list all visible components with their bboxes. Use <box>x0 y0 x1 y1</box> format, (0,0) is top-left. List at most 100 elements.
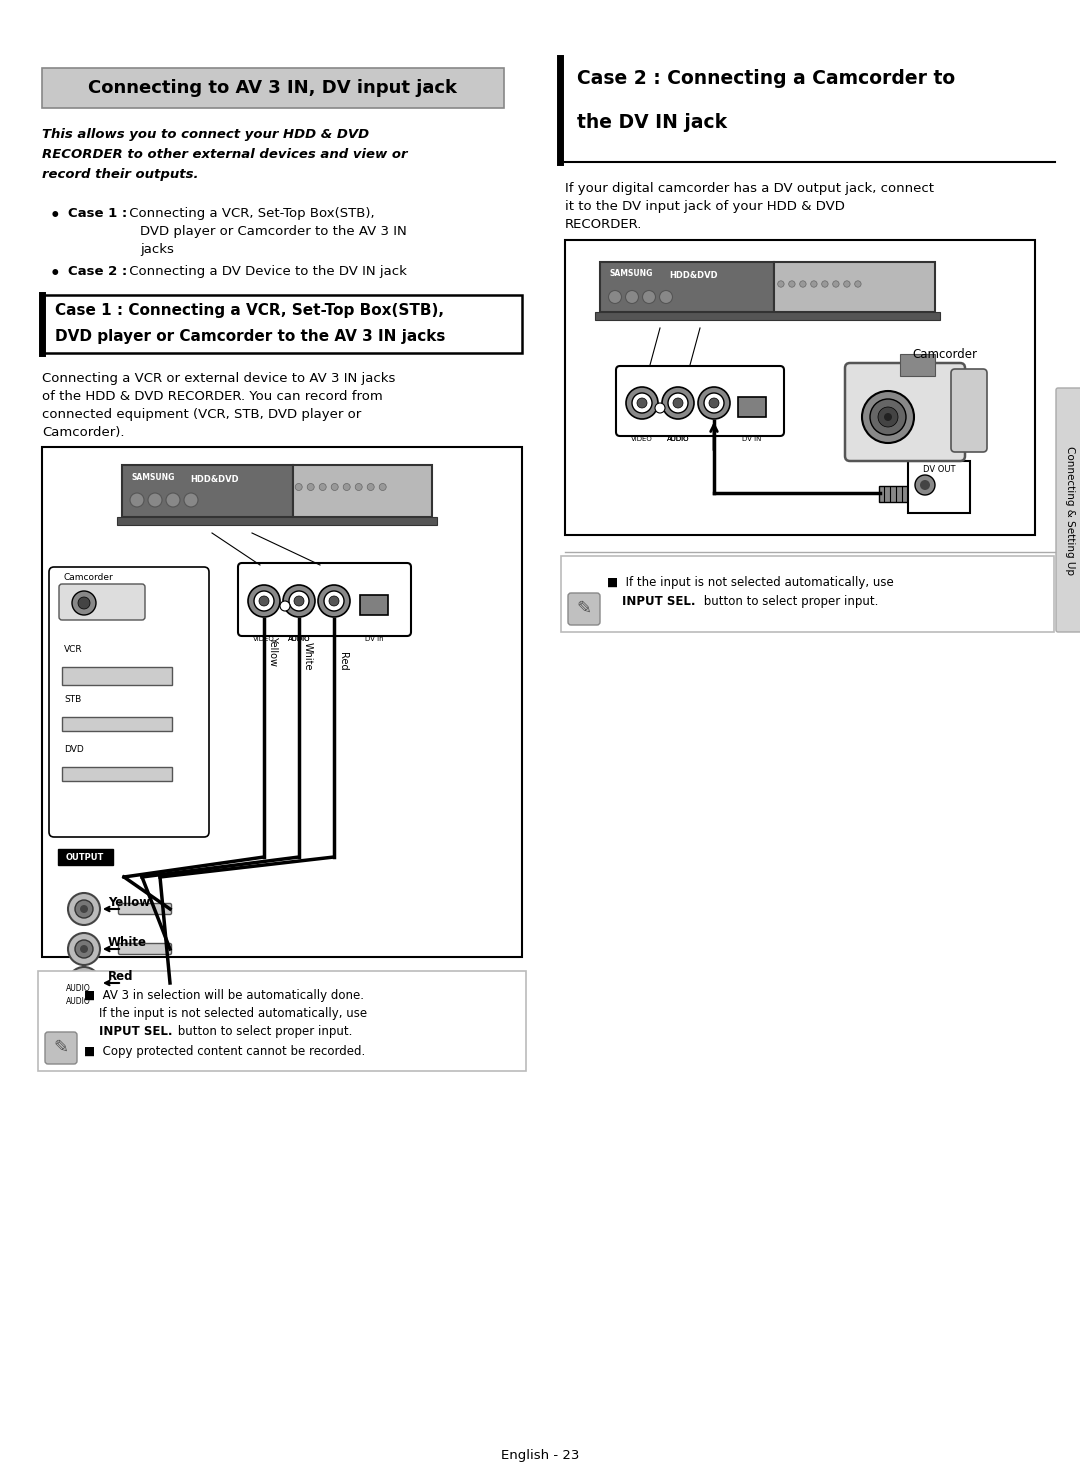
Circle shape <box>643 290 656 303</box>
Circle shape <box>184 493 198 507</box>
Circle shape <box>68 967 100 998</box>
Text: SAMSUNG: SAMSUNG <box>132 472 175 482</box>
Text: HDD&DVD: HDD&DVD <box>191 475 240 484</box>
FancyBboxPatch shape <box>1056 387 1080 632</box>
Circle shape <box>632 393 652 413</box>
FancyBboxPatch shape <box>293 464 432 518</box>
Text: AUDIO: AUDIO <box>66 984 91 992</box>
Circle shape <box>80 979 87 986</box>
FancyBboxPatch shape <box>238 563 411 636</box>
Bar <box>360 595 388 615</box>
Text: DV IN: DV IN <box>742 436 761 442</box>
Text: VCR: VCR <box>64 645 83 654</box>
Text: If the input is not selected automatically, use: If the input is not selected automatical… <box>84 1007 367 1021</box>
Circle shape <box>68 933 100 964</box>
Circle shape <box>698 387 730 419</box>
Circle shape <box>320 484 326 491</box>
Text: Case 1 : Connecting a VCR, Set-Top Box(STB),: Case 1 : Connecting a VCR, Set-Top Box(S… <box>55 303 444 318</box>
Circle shape <box>799 281 806 287</box>
Text: ✎: ✎ <box>53 1040 68 1057</box>
Circle shape <box>324 592 345 611</box>
FancyBboxPatch shape <box>879 487 909 501</box>
FancyBboxPatch shape <box>59 584 145 620</box>
Text: Camcorder: Camcorder <box>913 349 977 361</box>
Circle shape <box>811 281 818 287</box>
Circle shape <box>662 387 694 419</box>
Text: AUDIO: AUDIO <box>66 997 91 1006</box>
Text: it to the DV input jack of your HDD & DVD: it to the DV input jack of your HDD & DV… <box>565 200 845 213</box>
Circle shape <box>833 281 839 287</box>
Text: Connecting & Setting Up: Connecting & Setting Up <box>1065 445 1075 574</box>
Text: ■  AV 3 in selection will be automatically done.: ■ AV 3 in selection will be automaticall… <box>84 989 364 1001</box>
FancyBboxPatch shape <box>561 556 1054 632</box>
Text: •: • <box>50 265 60 282</box>
Text: RECORDER to other external devices and view or: RECORDER to other external devices and v… <box>42 148 407 161</box>
Circle shape <box>878 407 897 427</box>
FancyBboxPatch shape <box>49 566 210 837</box>
Text: •: • <box>50 207 60 225</box>
Text: Connecting a VCR, Set-Top Box(STB),: Connecting a VCR, Set-Top Box(STB), <box>125 207 375 220</box>
Text: button to select proper input.: button to select proper input. <box>700 595 878 608</box>
Text: Camcorder).: Camcorder). <box>42 426 124 439</box>
Text: button to select proper input.: button to select proper input. <box>174 1025 352 1038</box>
Text: English - 23: English - 23 <box>501 1448 579 1461</box>
FancyBboxPatch shape <box>845 362 966 461</box>
Circle shape <box>294 596 303 606</box>
Circle shape <box>332 484 338 491</box>
Text: DV In: DV In <box>365 636 383 642</box>
FancyBboxPatch shape <box>122 464 293 518</box>
Text: Yellow: Yellow <box>108 896 150 910</box>
FancyBboxPatch shape <box>119 944 172 954</box>
Text: Case 2 :: Case 2 : <box>68 265 127 278</box>
FancyBboxPatch shape <box>908 461 970 513</box>
Text: Yellow: Yellow <box>268 636 278 666</box>
FancyBboxPatch shape <box>600 262 774 312</box>
Circle shape <box>166 493 180 507</box>
Circle shape <box>822 281 828 287</box>
FancyBboxPatch shape <box>42 68 504 108</box>
Circle shape <box>75 975 93 992</box>
Circle shape <box>259 596 269 606</box>
Circle shape <box>75 941 93 958</box>
Circle shape <box>708 398 719 408</box>
Circle shape <box>862 390 914 444</box>
Circle shape <box>843 281 850 287</box>
Text: record their outputs.: record their outputs. <box>42 169 199 180</box>
Text: ✎: ✎ <box>577 600 592 618</box>
Circle shape <box>130 493 144 507</box>
Text: Connecting to AV 3 IN, DV input jack: Connecting to AV 3 IN, DV input jack <box>89 78 458 98</box>
Bar <box>738 396 766 417</box>
Text: DVD player or Camcorder to the AV 3 IN jacks: DVD player or Camcorder to the AV 3 IN j… <box>55 330 445 345</box>
FancyBboxPatch shape <box>565 240 1035 535</box>
Circle shape <box>283 586 315 617</box>
Text: STB: STB <box>64 695 81 704</box>
Text: Connecting a VCR or external device to AV 3 IN jacks: Connecting a VCR or external device to A… <box>42 373 395 385</box>
Circle shape <box>915 475 935 495</box>
Text: Case 2 : Connecting a Camcorder to: Case 2 : Connecting a Camcorder to <box>577 68 955 87</box>
Bar <box>62 667 172 685</box>
Text: AUDIO: AUDIO <box>666 436 689 442</box>
Text: This allows you to connect your HDD & DVD: This allows you to connect your HDD & DV… <box>42 129 369 141</box>
Bar <box>62 717 172 731</box>
Circle shape <box>307 484 314 491</box>
Circle shape <box>778 281 784 287</box>
Text: INPUT SEL.: INPUT SEL. <box>622 595 696 608</box>
Text: AUDIO: AUDIO <box>287 636 310 642</box>
Circle shape <box>318 586 350 617</box>
Circle shape <box>254 592 274 611</box>
Text: SAMSUNG: SAMSUNG <box>610 269 653 278</box>
Circle shape <box>625 290 638 303</box>
Text: Red: Red <box>108 970 134 984</box>
FancyBboxPatch shape <box>774 262 935 312</box>
Circle shape <box>80 905 87 913</box>
FancyBboxPatch shape <box>45 1032 77 1063</box>
Circle shape <box>248 586 280 617</box>
Text: DVD player or Camcorder to the AV 3 IN: DVD player or Camcorder to the AV 3 IN <box>140 225 407 238</box>
FancyBboxPatch shape <box>119 978 172 988</box>
Text: Red: Red <box>338 652 348 670</box>
Text: connected equipment (VCR, STB, DVD player or: connected equipment (VCR, STB, DVD playe… <box>42 408 361 422</box>
Text: Case 1 :: Case 1 : <box>68 207 127 220</box>
Circle shape <box>673 398 683 408</box>
Text: the DV IN jack: the DV IN jack <box>577 112 727 132</box>
Text: INPUT SEL.: INPUT SEL. <box>99 1025 173 1038</box>
